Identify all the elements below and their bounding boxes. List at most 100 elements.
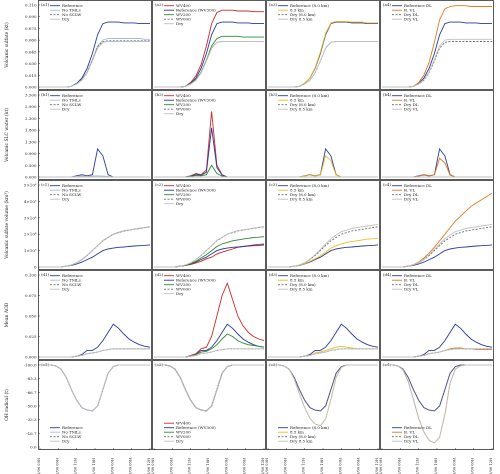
panel-label: (b3) — [269, 92, 278, 97]
x-tick-label: 12/06 18H — [206, 458, 210, 474]
legend-label: Reference (8.0 km) — [290, 93, 329, 98]
series-line — [40, 226, 151, 268]
legend-label: No SCLW — [62, 102, 82, 107]
y-tick-label: 0.030 — [25, 61, 37, 66]
series-line — [382, 38, 492, 88]
x-tick-label: 13/06 00H — [452, 458, 456, 474]
legend-label: R. VL — [404, 188, 415, 193]
legend-label: WV400 — [176, 273, 191, 278]
legend-label: WV400 — [176, 93, 191, 98]
y-tick-label: 1.300 — [25, 139, 37, 144]
x-tick-label: 12/06 06H — [283, 458, 287, 474]
y-tick-label: 0.015 — [25, 73, 37, 78]
legend-label: No SCLW — [62, 192, 82, 197]
legend-label: Reference DL — [404, 425, 432, 430]
y-tick-label: 3.500 — [25, 93, 37, 98]
panel-frame — [380, 270, 494, 360]
legend-label: 8.5 km — [290, 98, 304, 103]
legend-label: Reference — [62, 93, 83, 98]
series-line — [268, 364, 378, 427]
panel-frame — [38, 180, 152, 270]
panel-frame — [152, 270, 266, 360]
panel-label: (e4) — [383, 362, 391, 367]
legend-label: No TMLs — [62, 430, 81, 435]
y-tick-label: 1×10³ — [24, 248, 37, 253]
y-tick-label: 5×10³ — [24, 183, 37, 188]
y-tick-label: 2×10³ — [24, 232, 37, 237]
series-line — [154, 364, 264, 412]
legend-label: WV400 — [176, 3, 191, 8]
row-axis-label: Volcanic SLC water (kt) — [3, 108, 10, 163]
x-tick-label: 13/06 12H — [147, 458, 151, 474]
panel-frame — [380, 360, 494, 450]
panel-b1: (b1) 0.000 0.500 0.900 1.300 1.800 2.300 2.900 3… — [25, 90, 152, 180]
panel-e1: (e1) 0.0 -16.7 -33.3 -50.0 -66.7 -83.3 -100.0 Re… — [24, 360, 152, 474]
panel-frame — [152, 180, 266, 270]
y-tick-label: 0.000 — [25, 355, 37, 360]
panel-frame — [380, 180, 494, 270]
legend-label: Reference (WV300) — [176, 98, 216, 103]
legend-label: Dry 8.5 km — [290, 107, 313, 112]
legend-label: Dry — [176, 111, 184, 116]
panel-label: (c2) — [155, 182, 163, 187]
legend-label: No TMLs — [62, 188, 81, 193]
legend-label: Reference — [62, 183, 83, 188]
x-tick-label: 13/06 12H — [261, 458, 265, 474]
y-tick-label: 1.800 — [25, 128, 37, 133]
y-tick-label: -100.0 — [24, 363, 37, 368]
legend-label: WV200 — [176, 430, 191, 435]
y-tick-label: -33.3 — [26, 417, 37, 422]
x-tick-label: 13/06 12H — [489, 458, 493, 474]
y-tick-label: 4×10³ — [24, 199, 37, 204]
legend-label: Reference DL — [404, 273, 432, 278]
legend-label: Dry 8.5 km — [290, 287, 313, 292]
panel-label: (c4) — [383, 182, 391, 187]
series-line — [268, 41, 378, 88]
panel-label: (a1) — [41, 2, 49, 7]
legend-label: No TMLs — [62, 278, 81, 283]
series-line — [154, 41, 264, 88]
legend-label: No TMLs — [62, 8, 81, 13]
legend-label: Dry — [62, 287, 70, 292]
panel-frame — [380, 90, 494, 180]
panel-a1: (a1) 0.000 0.015 0.030 0.045 0.060 0.075 0.090 0… — [25, 0, 152, 90]
legend-label: Dry DL — [404, 12, 419, 17]
legend-label: Reference (WV300) — [176, 8, 216, 13]
legend-label: Dry 8.5 km — [290, 197, 313, 202]
panel-label: (d2) — [155, 272, 164, 277]
y-tick-label: -16.7 — [26, 431, 37, 436]
x-tick-label: 12/06 06H — [397, 458, 401, 474]
row-axis-label: Volcanic sulfate (kt) — [3, 22, 10, 69]
y-tick-label: 0.090 — [25, 14, 37, 19]
y-tick-label: 3×10³ — [24, 215, 37, 220]
series-line — [40, 364, 150, 412]
y-tick-label: 0.075 — [25, 26, 37, 31]
panel-label: (b2) — [155, 92, 164, 97]
x-tick-label: 12/06 00H — [379, 458, 383, 474]
legend-label: No SCLW — [62, 12, 82, 17]
series-line — [268, 223, 379, 268]
legend-label: No TMLs — [62, 98, 81, 103]
panel-frame — [266, 180, 380, 270]
legend-label: WV000 — [176, 107, 191, 112]
panel-label: (d1) — [41, 272, 50, 277]
series-line — [154, 348, 264, 358]
legend-label: WV000 — [176, 434, 191, 439]
x-tick-label: 13/06 00H — [338, 458, 342, 474]
legend-label: Dry — [176, 21, 184, 26]
legend-label: 8.5 km — [290, 278, 304, 283]
legend-label: Dry — [62, 197, 70, 202]
legend-label: Dry VL — [404, 287, 419, 292]
legend-label: WV000 — [176, 287, 191, 292]
x-tick-label: 12/06 06H — [55, 458, 59, 474]
y-tick-label: 0.900 — [25, 151, 37, 156]
legend-label: Dry — [176, 291, 184, 296]
panel-label: (b1) — [41, 92, 50, 97]
panel-frame — [38, 270, 152, 360]
